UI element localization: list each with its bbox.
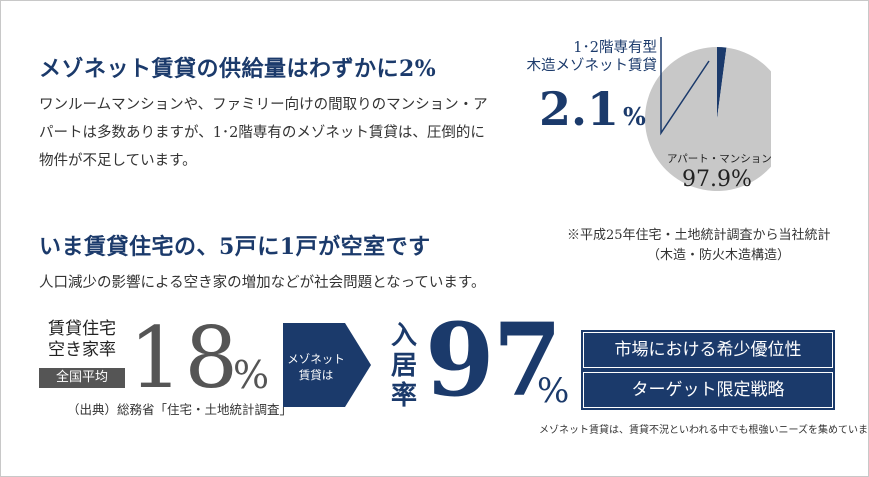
vacancy-unit: % <box>233 353 270 397</box>
source-note-line2: （木造・防火木造構造） <box>647 248 791 263</box>
leader-line <box>660 37 710 136</box>
vacancy-value: 18 <box>129 309 240 407</box>
maisonette-label-line2: 木造メゾネット賃貸 <box>526 58 658 74</box>
supply-heading: メゾネット賃貸の供給量はわずかに2% <box>39 56 437 82</box>
vacancy-label-line2: 空き家率 <box>48 340 116 360</box>
vacancy-label-line1: 賃貸住宅 <box>48 319 116 339</box>
vacancy-heading: いま賃貸住宅の、5戸に1戸が空室です <box>39 234 431 260</box>
scarcity-advantage-pill: 市場における希少優位性 <box>583 332 833 368</box>
maisonette-label: 1･2階専有型 木造メゾネット賃貸 <box>521 39 658 75</box>
national-average-badge: 全国平均 <box>39 368 125 388</box>
apartment-value: 97.9% <box>682 167 752 192</box>
occupancy-unit: % <box>537 371 570 411</box>
maisonette-value-unit: % <box>623 102 646 131</box>
occupancy-note: メゾネット賃貸は、賃貸不況といわれる中でも根強いニーズを集めています <box>539 425 869 436</box>
arrow-label-line2: 賃貸は <box>298 368 334 382</box>
arrow-label-line1: メゾネット <box>287 352 345 366</box>
pie-chart <box>645 37 771 191</box>
arrow-label: メゾネット 賃貸は <box>285 351 347 383</box>
pie-slice-maisonette <box>717 47 727 119</box>
occupancy-label-char3: 率 <box>390 381 417 411</box>
occupancy-label-char2: 居 <box>390 351 417 381</box>
target-strategy-pill: ターゲット限定戦略 <box>583 372 833 408</box>
vacancy-description: 人口減少の影響による空き家の増加などが社会問題となっています。 <box>39 275 486 291</box>
supply-description: ワンルームマンションや、ファミリー向けの間取りのマンション・アパートは多数ありま… <box>39 97 488 169</box>
apartment-label: アパート・マンション <box>667 153 772 165</box>
occupancy-label-char1: 入 <box>390 321 417 351</box>
source-note-line1: ※平成25年住宅・土地統計調査から当社統計 <box>567 228 831 243</box>
occupancy-value: 97 <box>425 301 562 419</box>
vacancy-source: （出典）総務省「住宅・土地統計調査」 <box>67 402 293 417</box>
pie-slice-apartment <box>645 47 771 191</box>
occupancy-label: 入 居 率 <box>389 321 419 411</box>
maisonette-value: 2.1% <box>539 84 646 142</box>
maisonette-value-number: 2.1 <box>539 82 620 136</box>
maisonette-label-line1: 1･2階専有型 <box>573 40 657 56</box>
vacancy-label: 賃貸住宅 空き家率 <box>41 319 123 361</box>
arrow-shape <box>283 323 371 407</box>
